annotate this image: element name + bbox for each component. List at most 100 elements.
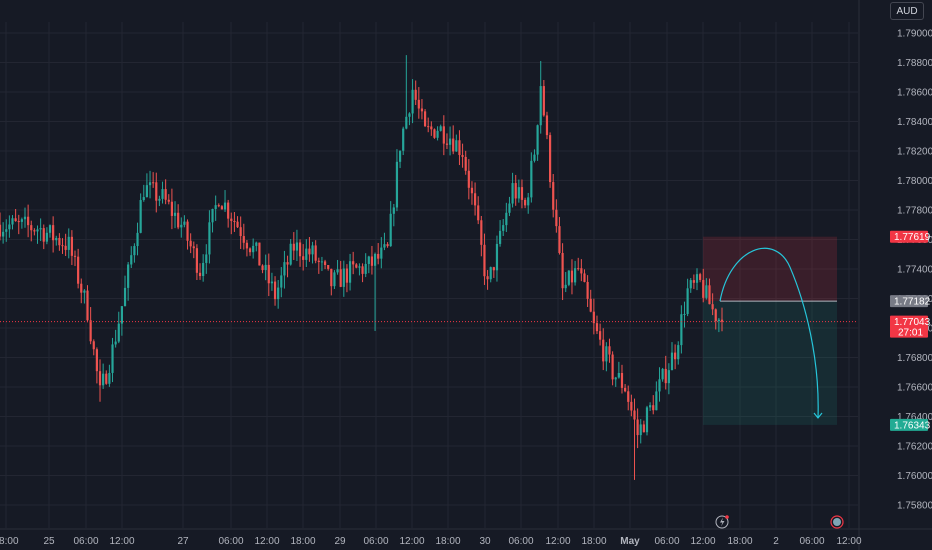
currency-button[interactable]: AUD — [890, 2, 924, 20]
candle — [555, 199, 558, 233]
candle — [652, 395, 655, 415]
candle — [83, 289, 86, 304]
candle — [223, 190, 227, 212]
candle — [167, 194, 170, 205]
time-tick-label: 2 — [773, 536, 779, 547]
candle — [642, 420, 645, 433]
candle — [198, 263, 202, 280]
candle — [402, 126, 405, 156]
candle — [77, 248, 80, 289]
svg-text:1.77619: 1.77619 — [894, 232, 931, 243]
time-tick-label: 06:00 — [218, 536, 243, 547]
candle — [130, 246, 133, 269]
candle — [464, 150, 467, 175]
candle — [208, 210, 211, 264]
candle — [273, 276, 277, 306]
candle — [305, 239, 308, 268]
candle — [136, 222, 139, 256]
candle — [370, 245, 374, 275]
candle — [664, 355, 667, 390]
candle — [536, 124, 539, 161]
candle — [411, 79, 414, 124]
candle — [661, 367, 664, 382]
candle — [323, 259, 327, 270]
candle — [20, 217, 23, 229]
candle — [158, 195, 161, 207]
candle — [408, 112, 411, 126]
candle — [86, 285, 89, 323]
candle — [570, 259, 574, 295]
candle — [311, 241, 314, 264]
candle — [292, 232, 295, 260]
candle — [155, 172, 158, 213]
candle — [202, 254, 205, 282]
candle — [583, 269, 586, 283]
candle — [486, 270, 489, 290]
candle — [114, 329, 117, 348]
candle — [161, 181, 164, 204]
candle — [699, 272, 702, 283]
candle — [442, 115, 445, 156]
candle — [717, 317, 720, 333]
candle — [439, 124, 442, 132]
candle — [508, 196, 511, 217]
candle — [423, 109, 427, 128]
candle — [389, 201, 392, 247]
price-tick-label: 1.76600 — [897, 383, 932, 394]
candle — [595, 315, 599, 335]
candle — [649, 402, 652, 411]
candle — [98, 359, 102, 402]
candle — [589, 289, 592, 313]
time-tick-label: 12:00 — [399, 536, 424, 547]
candle — [573, 260, 577, 286]
price-axis[interactable]: 1.79000 1.78800 1.78600 1.78400 1.78200 1.780… — [858, 0, 932, 550]
take-profit-zone[interactable] — [703, 301, 837, 425]
candle — [636, 408, 639, 449]
time-tick-label: 06:00 — [73, 536, 98, 547]
candle — [564, 271, 567, 293]
price-tick-label: 1.78800 — [897, 58, 932, 69]
candle — [377, 243, 380, 265]
candle — [139, 193, 142, 234]
candle — [92, 339, 95, 356]
candle — [111, 337, 114, 383]
candle — [473, 182, 477, 216]
candle — [133, 243, 136, 263]
candle — [52, 216, 55, 253]
candle — [23, 207, 27, 228]
lightning-icon[interactable] — [715, 515, 729, 529]
candle — [277, 280, 280, 309]
price-tick-label: 1.76000 — [897, 471, 932, 482]
candle — [527, 192, 530, 214]
candle — [470, 181, 474, 205]
candle — [523, 197, 527, 209]
time-tick-label: 06:00 — [508, 536, 533, 547]
candle — [117, 311, 120, 344]
candle — [373, 252, 377, 331]
price-tick-label: 1.78600 — [897, 88, 932, 99]
price-lines — [0, 300, 858, 323]
candle — [489, 266, 492, 283]
candle — [145, 173, 149, 198]
time-tick-label: 12:00 — [690, 536, 715, 547]
candle — [342, 260, 345, 297]
candle — [333, 270, 336, 289]
candle — [170, 188, 174, 230]
price-tick-label: 1.79000 — [897, 29, 932, 40]
time-axis[interactable]: 18:00 25 06:00 12:00 27 06:00 12:00 18:00 29 06:0… — [0, 528, 932, 547]
candle — [695, 268, 699, 291]
projection-curve[interactable] — [719, 247, 819, 418]
entry-price-label: 1.77182 — [890, 295, 931, 308]
globe-icon[interactable] — [830, 515, 844, 529]
candle — [620, 364, 624, 394]
candle — [73, 250, 77, 267]
stop-loss-zone[interactable] — [703, 236, 837, 302]
candles — [0, 55, 724, 480]
candle — [252, 238, 255, 259]
candle — [352, 251, 355, 275]
candle — [289, 239, 292, 266]
candle — [677, 341, 680, 365]
candle — [105, 370, 108, 385]
